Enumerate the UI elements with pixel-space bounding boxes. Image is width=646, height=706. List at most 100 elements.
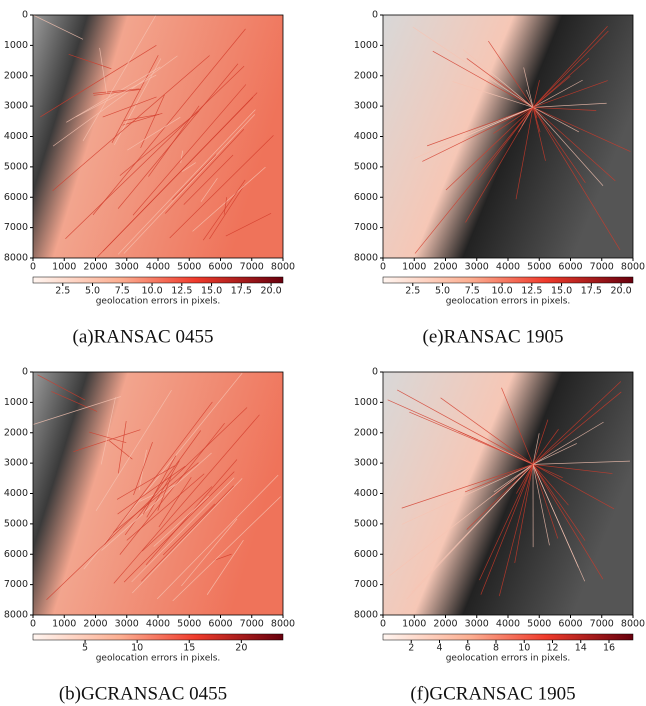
x-tick-label: 2000: [83, 619, 107, 630]
x-tick-label: 2000: [433, 619, 457, 630]
page: {"panels": [ {"caption": "(a)RANSAC 0455…: [0, 0, 646, 706]
x-tick-label: 2000: [83, 262, 107, 273]
satellite-image: [383, 372, 633, 615]
caption: (f)GCRANSAC 1905: [410, 683, 575, 704]
colorbar-tick-label: 12.5: [521, 286, 542, 297]
y-tick-label: 4000: [4, 488, 28, 499]
x-tick-label: 7000: [240, 262, 264, 273]
x-tick-label: 3000: [465, 619, 489, 630]
caption: (e)RANSAC 1905: [423, 326, 564, 347]
y-tick-label: 2000: [354, 427, 378, 438]
x-tick-label: 5000: [527, 619, 551, 630]
colorbar-tick-label: 14: [575, 643, 587, 654]
satellite-image: [33, 15, 283, 258]
y-tick-label: 6000: [4, 549, 28, 560]
x-tick-label: 1000: [52, 262, 76, 273]
colorbar-tick-label: 12: [546, 643, 558, 654]
x-tick-label: 0: [380, 262, 386, 273]
colorbar-tick-label: 5.0: [85, 286, 100, 297]
y-tick-label: 3000: [354, 101, 378, 112]
x-tick-label: 6000: [558, 619, 582, 630]
colorbar-tick-label: 10: [131, 643, 143, 654]
colorbar-label: geolocation errors in pixels.: [446, 297, 571, 307]
x-tick-label: 6000: [558, 262, 582, 273]
y-tick-label: 7000: [354, 579, 378, 590]
x-tick-label: 4000: [496, 619, 520, 630]
colorbar-tick-label: 7.5: [115, 286, 130, 297]
y-tick-label: 8000: [354, 610, 378, 621]
colorbar-label: geolocation errors in pixels.: [446, 654, 571, 664]
colorbar-tick-label: 10.0: [491, 286, 512, 297]
y-tick-label: 1000: [4, 40, 28, 51]
y-tick-label: 4000: [354, 131, 378, 142]
y-tick-label: 3000: [354, 458, 378, 469]
colorbar-tick-label: 2: [408, 643, 414, 654]
colorbar-tick-label: 5: [82, 643, 88, 654]
x-tick-label: 7000: [590, 619, 614, 630]
y-tick-label: 0: [372, 367, 378, 378]
y-tick-label: 4000: [4, 131, 28, 142]
colorbar-tick-label: 20.0: [611, 286, 632, 297]
colorbar-tick-label: 10: [518, 643, 530, 654]
colorbar-tick-label: 15.0: [551, 286, 572, 297]
colorbar: [33, 634, 283, 640]
colorbar-tick-label: 4: [436, 643, 442, 654]
y-tick-label: 6000: [354, 549, 378, 560]
figure: 0100020003000400050006000700080000100020…: [0, 0, 646, 706]
y-tick-label: 0: [22, 367, 28, 378]
colorbar-tick-label: 17.5: [581, 286, 602, 297]
y-tick-label: 5000: [4, 518, 28, 529]
x-tick-label: 7000: [240, 619, 264, 630]
x-tick-label: 5000: [177, 262, 201, 273]
x-tick-label: 0: [380, 619, 386, 630]
colorbar-tick-label: 2.5: [55, 286, 70, 297]
y-tick-label: 0: [22, 10, 28, 21]
y-tick-label: 8000: [4, 253, 28, 264]
colorbar-tick-label: 12.5: [171, 286, 192, 297]
colorbar-tick-label: 15.0: [201, 286, 222, 297]
y-tick-label: 4000: [354, 488, 378, 499]
x-tick-label: 4000: [146, 619, 170, 630]
y-tick-label: 0: [372, 10, 378, 21]
x-tick-label: 1000: [402, 619, 426, 630]
colorbar-tick-label: 5.0: [435, 286, 450, 297]
x-tick-label: 6000: [208, 262, 232, 273]
y-tick-label: 7000: [4, 579, 28, 590]
x-tick-label: 4000: [496, 262, 520, 273]
y-tick-label: 5000: [354, 161, 378, 172]
colorbar-tick-label: 7.5: [465, 286, 480, 297]
colorbar: [33, 277, 283, 283]
x-tick-label: 3000: [115, 619, 139, 630]
y-tick-label: 5000: [354, 518, 378, 529]
x-tick-label: 5000: [527, 262, 551, 273]
y-tick-label: 6000: [354, 192, 378, 203]
y-tick-label: 6000: [4, 192, 28, 203]
y-tick-label: 7000: [354, 222, 378, 233]
colorbar-tick-label: 20: [235, 643, 247, 654]
colorbar-tick-label: 6: [465, 643, 471, 654]
x-tick-label: 7000: [590, 262, 614, 273]
caption: (a)RANSAC 0455: [73, 326, 214, 347]
x-tick-label: 1000: [52, 619, 76, 630]
x-tick-label: 0: [30, 262, 36, 273]
x-tick-label: 8000: [621, 262, 645, 273]
x-tick-label: 8000: [621, 619, 645, 630]
panel: 0100020003000400050006000700080000100020…: [354, 10, 645, 348]
x-tick-label: 1000: [402, 262, 426, 273]
x-tick-label: 4000: [146, 262, 170, 273]
colorbar: [383, 634, 633, 640]
y-tick-label: 8000: [354, 253, 378, 264]
y-tick-label: 2000: [4, 70, 28, 81]
colorbar-tick-label: 17.5: [231, 286, 252, 297]
y-tick-label: 3000: [4, 101, 28, 112]
colorbar-label: geolocation errors in pixels.: [96, 654, 221, 664]
y-tick-label: 1000: [354, 397, 378, 408]
x-tick-label: 8000: [271, 619, 295, 630]
x-tick-label: 8000: [271, 262, 295, 273]
colorbar-tick-label: 16: [603, 643, 615, 654]
y-tick-label: 7000: [4, 222, 28, 233]
colorbar: [383, 277, 633, 283]
